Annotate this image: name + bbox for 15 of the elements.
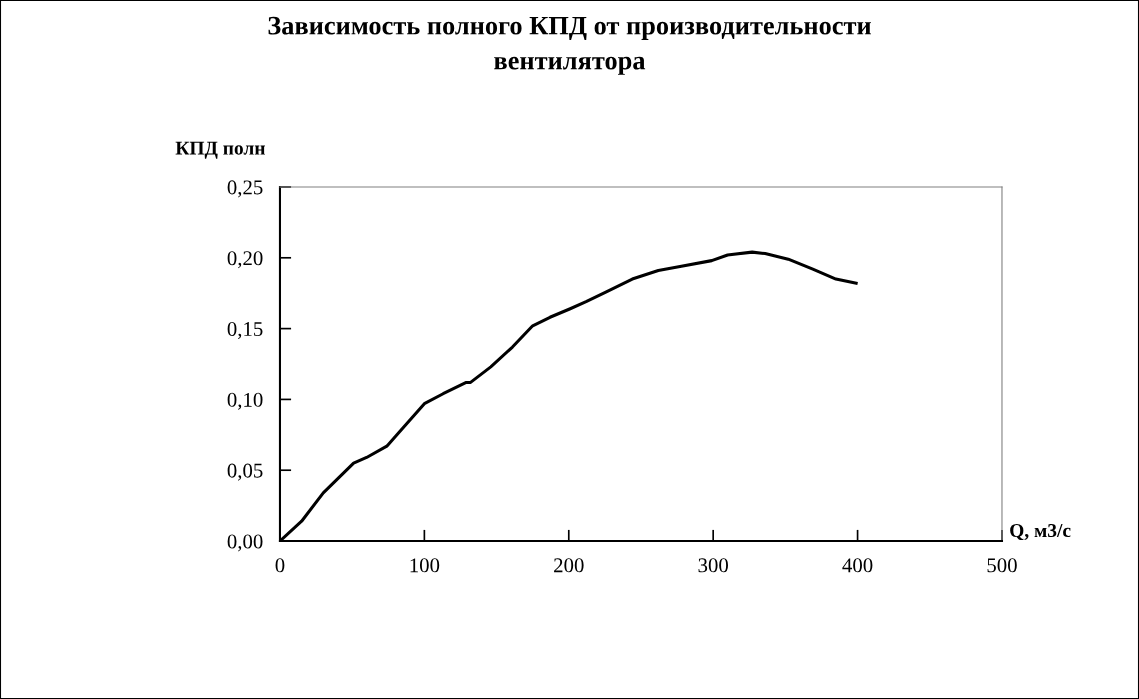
- y-tick-label: 0,25: [227, 180, 263, 198]
- y-tick-label: 0,10: [227, 392, 263, 410]
- x-tick-label: 300: [698, 558, 728, 573]
- x-tick-label: 500: [987, 558, 1017, 573]
- x-axis-title: Q, м3/с: [1010, 524, 1071, 541]
- x-tick-label: 100: [410, 558, 440, 573]
- y-axis-title: КПД полн: [175, 141, 266, 159]
- x-tick-label: 400: [842, 558, 873, 573]
- y-tick-label: 0,20: [227, 251, 263, 269]
- x-tick-label: 0: [275, 558, 285, 573]
- x-tick-label: 200: [554, 558, 584, 573]
- chart-title: Зависимость полного КПД от производительности вентилятора: [268, 16, 871, 75]
- y-tick-label: 0,00: [227, 534, 263, 552]
- y-tick-label: 0,05: [227, 463, 263, 481]
- y-tick-label: 0,15: [227, 321, 263, 340]
